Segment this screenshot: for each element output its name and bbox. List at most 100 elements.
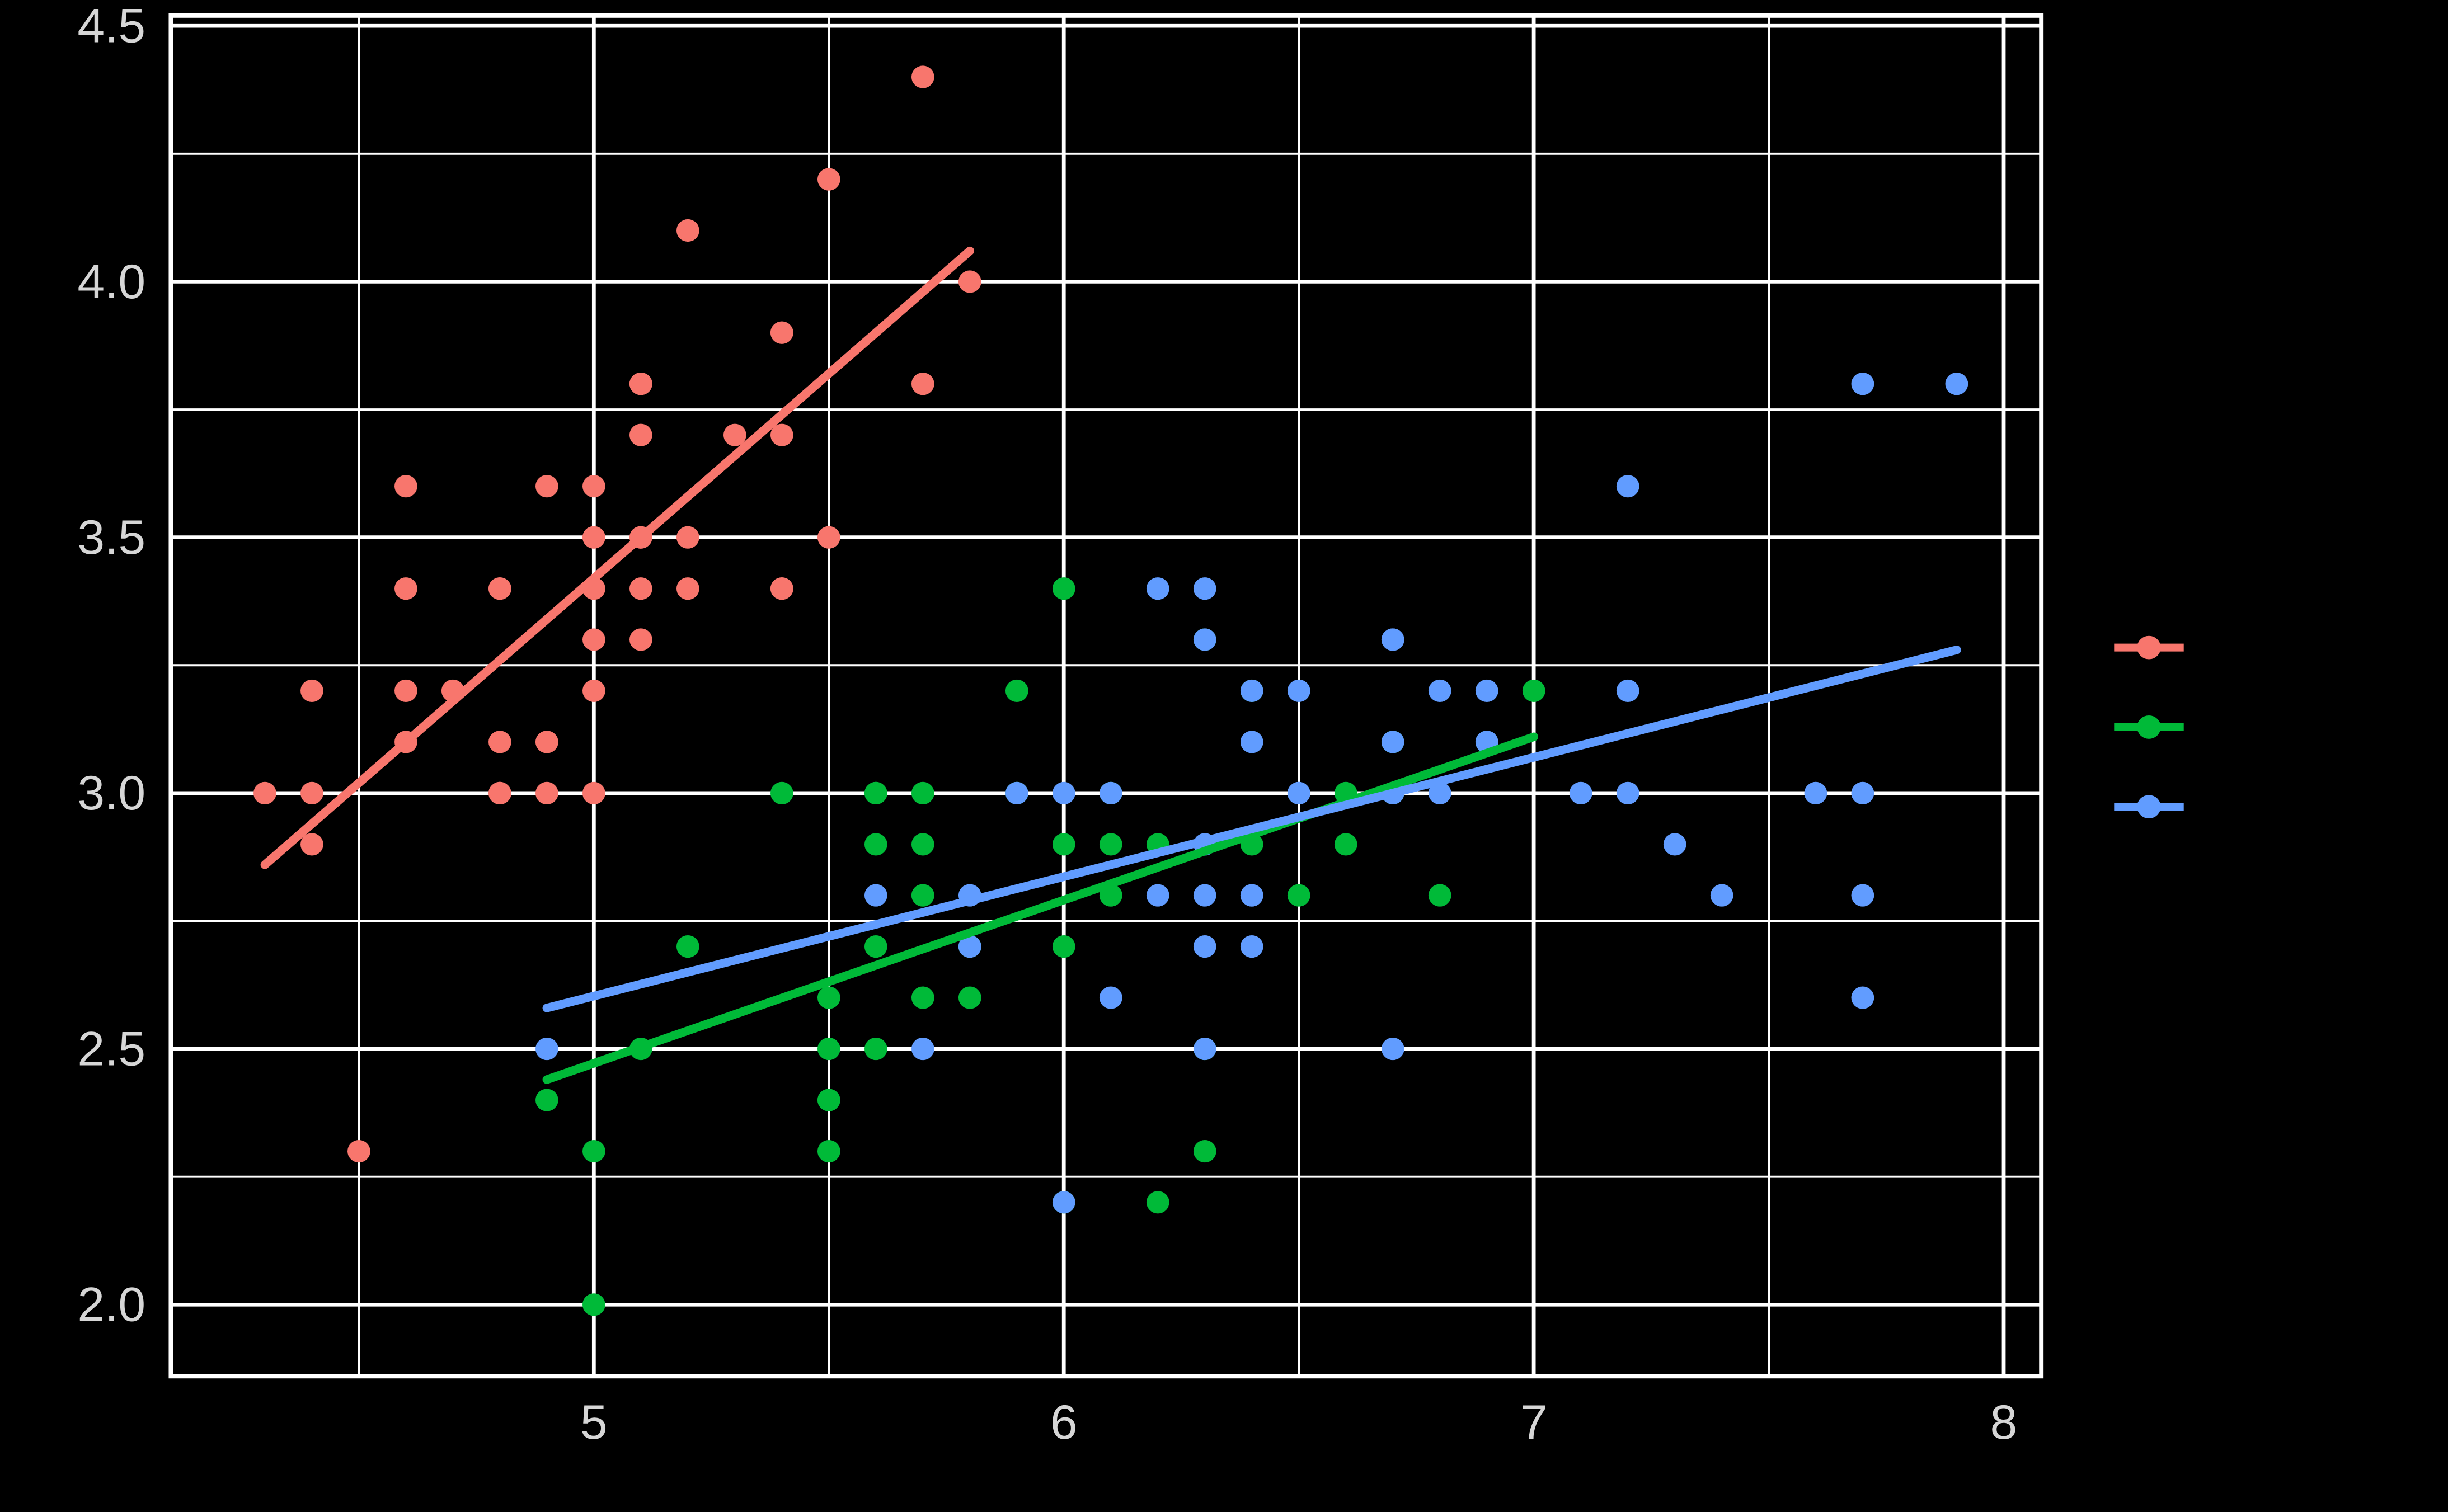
data-point — [864, 1038, 887, 1061]
data-point — [253, 781, 276, 804]
data-point — [770, 321, 793, 344]
data-point — [1851, 373, 1874, 395]
data-point — [958, 270, 981, 293]
data-point — [300, 781, 323, 804]
data-point — [864, 833, 887, 856]
green-series-points — [535, 577, 1545, 1316]
data-point — [1240, 679, 1263, 702]
data-point — [1616, 475, 1639, 498]
data-point — [770, 423, 793, 446]
data-point — [1193, 1038, 1216, 1061]
data-point — [1005, 679, 1028, 702]
data-point — [300, 833, 323, 856]
data-point — [535, 731, 558, 753]
data-point — [629, 373, 652, 395]
data-point — [1945, 373, 1968, 395]
data-point — [911, 884, 934, 907]
data-point — [582, 1293, 605, 1316]
data-point — [1099, 833, 1122, 856]
data-point — [1710, 884, 1733, 907]
y-tick-label: 3.0 — [77, 766, 145, 820]
data-point — [347, 1139, 370, 1163]
data-point — [1052, 935, 1075, 958]
data-point — [394, 577, 417, 600]
data-point — [676, 526, 699, 549]
data-point — [394, 679, 417, 702]
data-point — [1569, 781, 1592, 804]
data-point — [1616, 781, 1639, 804]
blue-series-points — [535, 373, 1968, 1214]
data-point — [1193, 884, 1216, 907]
data-point — [676, 577, 699, 600]
data-point — [1193, 1139, 1216, 1163]
data-point — [1804, 781, 1827, 804]
data-point — [817, 526, 840, 549]
data-point — [1240, 935, 1263, 958]
data-point — [1334, 833, 1357, 856]
data-point — [911, 1038, 934, 1061]
data-point — [488, 731, 511, 753]
data-point — [1381, 1038, 1404, 1061]
data-point — [817, 1089, 840, 1111]
data-point — [300, 679, 323, 702]
data-point — [817, 1038, 840, 1061]
data-point — [535, 475, 558, 498]
data-point — [535, 781, 558, 804]
data-point — [629, 577, 652, 600]
legend-key-dot — [2137, 715, 2161, 739]
data-point — [1663, 833, 1686, 856]
data-point — [1146, 884, 1169, 907]
data-point — [958, 935, 981, 958]
x-tick-label: 6 — [1050, 1395, 1078, 1449]
data-point — [394, 475, 417, 498]
data-point — [582, 475, 605, 498]
red-series-points — [253, 65, 981, 1163]
data-point — [911, 986, 934, 1009]
data-point — [1146, 577, 1169, 600]
data-point — [1475, 679, 1498, 702]
data-point — [488, 781, 511, 804]
data-point — [1616, 679, 1639, 702]
data-point — [911, 373, 934, 395]
data-point — [1099, 781, 1122, 804]
data-point — [1193, 628, 1216, 651]
x-tick-label: 8 — [1990, 1395, 2018, 1449]
data-point — [676, 935, 699, 958]
y-tick-label: 3.5 — [77, 511, 145, 564]
data-point — [1851, 884, 1874, 907]
data-point — [817, 1139, 840, 1163]
data-point — [1381, 731, 1404, 753]
legend-key-dot — [2137, 635, 2161, 660]
data-point — [582, 1139, 605, 1163]
y-tick-label: 2.5 — [77, 1022, 145, 1076]
x-tick-label: 7 — [1520, 1395, 1548, 1449]
data-point — [1005, 781, 1028, 804]
data-point — [1428, 781, 1451, 804]
x-tick-label: 5 — [580, 1395, 608, 1449]
panel-border — [168, 13, 2044, 1379]
y-tick-label: 4.5 — [77, 0, 145, 53]
data-point — [1052, 577, 1075, 600]
data-point — [723, 423, 746, 446]
data-point — [1193, 577, 1216, 600]
data-point — [1099, 986, 1122, 1009]
green-series-trendline — [542, 732, 1539, 1084]
red-series-trendline — [260, 246, 975, 869]
data-point — [1428, 884, 1451, 907]
data-point — [1193, 935, 1216, 958]
data-point — [629, 423, 652, 446]
data-point — [582, 628, 605, 651]
data-point — [817, 986, 840, 1009]
data-point — [911, 781, 934, 804]
data-point — [676, 219, 699, 242]
data-point — [864, 884, 887, 907]
legend — [2114, 635, 2184, 819]
y-tick-label: 4.0 — [77, 255, 145, 308]
data-point — [1428, 679, 1451, 702]
data-point — [1381, 628, 1404, 651]
data-point — [958, 986, 981, 1009]
data-point — [582, 679, 605, 702]
data-point — [1052, 1191, 1075, 1214]
